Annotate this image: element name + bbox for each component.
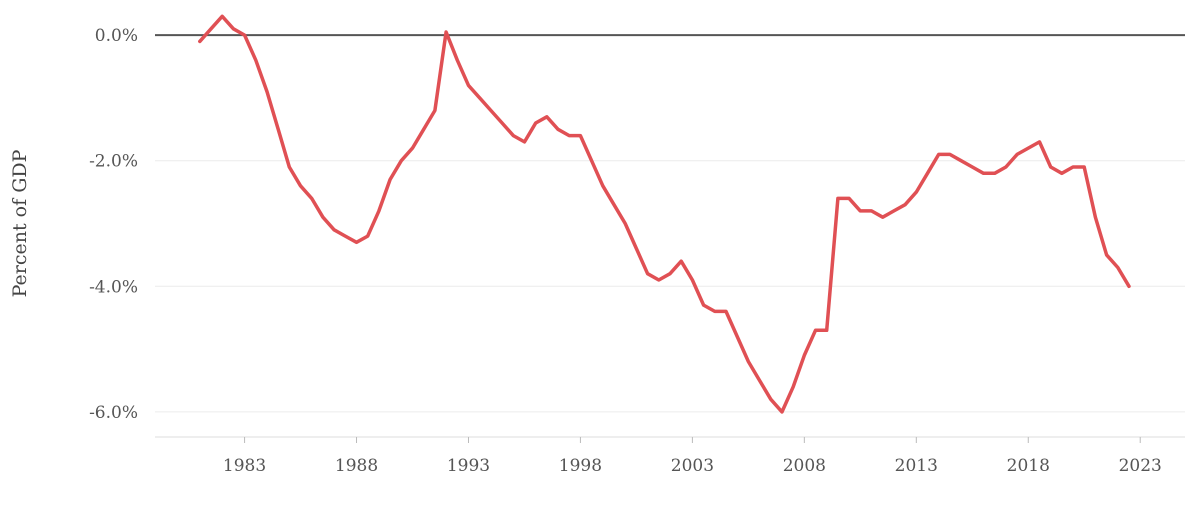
y-tick-label: -6.0% [89,403,138,423]
x-tick-label: 1998 [559,456,602,476]
y-tick-label: 0.0% [95,26,138,46]
x-tick-label: 2018 [1007,456,1050,476]
x-tick-label: 1988 [335,456,378,476]
y-tick-label: -4.0% [89,277,138,297]
x-tick-label: 2003 [671,456,714,476]
x-tick-label: 2008 [783,456,826,476]
y-tick-label: -2.0% [89,152,138,172]
x-axis-labels: 1983 1988 1993 1998 2003 2008 2013 2018 2023 [223,456,1162,476]
series-line [198,14,1131,414]
series-group [198,14,1131,414]
x-tick-label: 1983 [223,456,266,476]
y-axis-labels: 0.0% -2.0% -4.0% -6.0% [89,26,138,423]
x-tick-label: 2013 [895,456,938,476]
y-axis-title: Percent of GDP [9,149,31,297]
x-tick-label: 2023 [1119,456,1162,476]
x-axis-ticks [244,437,1141,443]
x-tick-label: 1993 [447,456,490,476]
